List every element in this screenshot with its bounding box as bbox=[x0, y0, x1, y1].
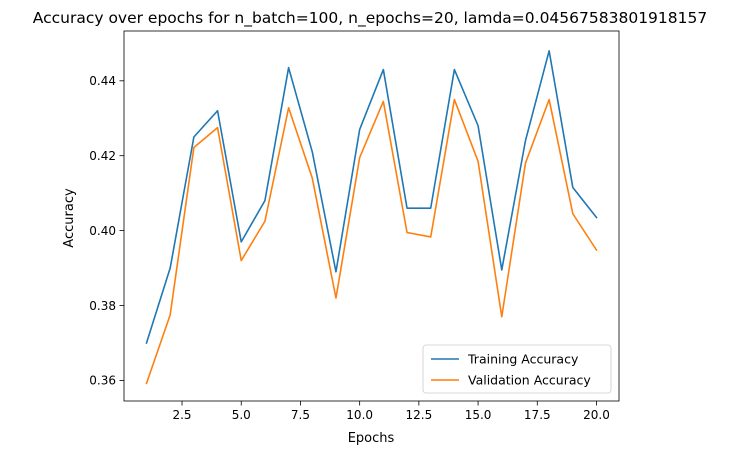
x-tick-label: 15.0 bbox=[465, 408, 492, 422]
x-axis-label: Epochs bbox=[348, 431, 395, 446]
plot-area: 2.5 5.0 7.5 10.0 12.5 15.0 17.5 20.0 0.36 0.38 0.4… bbox=[89, 30, 620, 422]
legend: Training Accuracy Validation Accuracy bbox=[422, 344, 612, 394]
x-tick-label: 7.5 bbox=[291, 408, 310, 422]
y-tick-label: 0.44 bbox=[89, 74, 116, 88]
x-tick-label: 5.0 bbox=[232, 408, 251, 422]
y-axis-label: Accuracy bbox=[62, 188, 77, 248]
chart-title: Accuracy over epochs for n_batch=100, n_… bbox=[33, 9, 707, 28]
x-tick-label: 20.0 bbox=[583, 408, 610, 422]
series-line-training bbox=[145, 50, 598, 344]
legend-label: Validation Accuracy bbox=[468, 373, 591, 388]
y-tick-label: 0.38 bbox=[89, 299, 116, 313]
x-tick-label: 2.5 bbox=[172, 408, 191, 422]
y-tick-label: 0.36 bbox=[89, 374, 116, 388]
x-tick-label: 12.5 bbox=[406, 408, 433, 422]
y-tick-label: 0.40 bbox=[89, 224, 116, 238]
x-tick-label: 17.5 bbox=[524, 408, 551, 422]
y-tick-label: 0.42 bbox=[89, 149, 116, 163]
series-line-validation bbox=[145, 98, 598, 385]
x-tick-label: 10.0 bbox=[346, 408, 373, 422]
legend-label: Training Accuracy bbox=[467, 352, 579, 367]
plot-frame bbox=[123, 30, 620, 402]
legend-box bbox=[422, 344, 612, 394]
